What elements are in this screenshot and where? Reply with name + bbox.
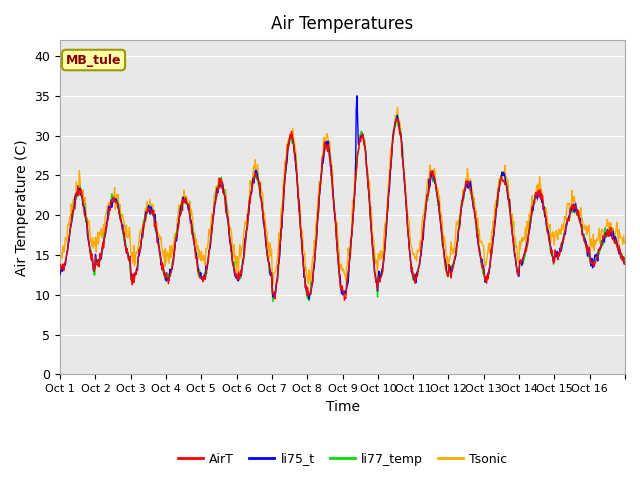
Y-axis label: Air Temperature (C): Air Temperature (C) xyxy=(15,139,29,276)
Tsonic xyxy=(276,238,284,244)
AirT xyxy=(403,201,410,207)
Tsonic xyxy=(403,196,410,202)
li75_t xyxy=(227,241,234,247)
li75_t xyxy=(255,176,262,182)
X-axis label: Time: Time xyxy=(326,400,360,414)
li77_temp xyxy=(434,203,442,208)
Line: li75_t: li75_t xyxy=(60,96,625,299)
AirT xyxy=(255,179,262,184)
AirT xyxy=(621,260,629,266)
li75_t xyxy=(621,261,629,267)
li75_t xyxy=(305,296,313,302)
Line: li77_temp: li77_temp xyxy=(60,115,625,302)
Text: MB_tule: MB_tule xyxy=(66,53,122,67)
li75_t xyxy=(276,254,284,260)
AirT xyxy=(56,262,64,267)
Tsonic xyxy=(123,222,131,228)
AirT xyxy=(340,297,348,303)
Tsonic xyxy=(255,174,262,180)
li77_temp xyxy=(255,181,262,187)
li75_t xyxy=(123,251,131,256)
li77_temp xyxy=(621,260,629,266)
li77_temp xyxy=(269,299,277,305)
Tsonic xyxy=(227,224,234,230)
Tsonic xyxy=(394,104,401,110)
Line: AirT: AirT xyxy=(60,120,625,300)
li77_temp xyxy=(393,112,401,118)
li77_temp xyxy=(227,240,234,246)
Legend: AirT, li75_t, li77_temp, Tsonic: AirT, li75_t, li77_temp, Tsonic xyxy=(173,447,512,470)
li75_t xyxy=(353,93,361,99)
li75_t xyxy=(56,272,64,277)
Tsonic xyxy=(621,240,629,246)
Title: Air Temperatures: Air Temperatures xyxy=(271,15,413,33)
li75_t xyxy=(403,204,410,210)
li75_t xyxy=(434,199,442,204)
Tsonic xyxy=(434,186,442,192)
li77_temp xyxy=(403,203,410,208)
Line: Tsonic: Tsonic xyxy=(60,107,625,287)
AirT xyxy=(394,117,401,122)
li77_temp xyxy=(56,271,64,276)
li77_temp xyxy=(276,239,284,244)
Tsonic xyxy=(56,255,64,261)
AirT xyxy=(227,238,234,243)
AirT xyxy=(276,243,284,249)
AirT xyxy=(434,198,442,204)
li77_temp xyxy=(123,246,131,252)
AirT xyxy=(123,250,131,255)
Tsonic xyxy=(307,284,314,289)
